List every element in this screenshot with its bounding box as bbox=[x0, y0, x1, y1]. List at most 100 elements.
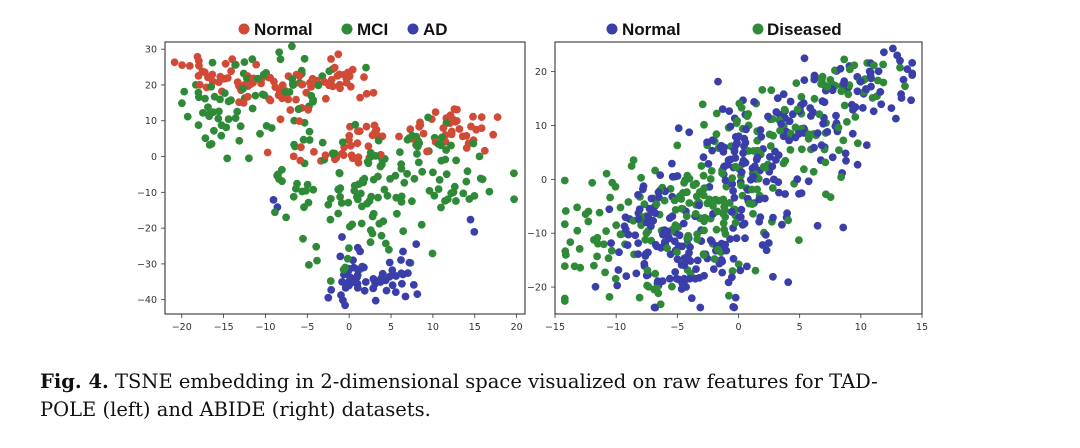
data-point-mci bbox=[452, 156, 460, 165]
data-point-normal bbox=[726, 235, 734, 243]
data-point-normal bbox=[800, 54, 809, 63]
data-point-mci bbox=[300, 54, 309, 63]
data-point-normal bbox=[338, 149, 347, 158]
data-point-diseased bbox=[663, 244, 672, 253]
caption-label: Fig. 4. bbox=[40, 370, 109, 393]
data-point-normal bbox=[679, 219, 688, 228]
y-tick-label: 10 bbox=[145, 116, 157, 127]
data-point-normal bbox=[738, 221, 747, 229]
data-point-mci bbox=[341, 263, 350, 272]
data-point-ad bbox=[269, 196, 278, 204]
data-point-normal bbox=[791, 133, 800, 142]
data-point-diseased bbox=[879, 78, 888, 87]
data-point-normal bbox=[781, 190, 789, 198]
data-point-normal bbox=[755, 195, 764, 204]
data-point-normal bbox=[634, 250, 642, 258]
data-point-diseased bbox=[749, 209, 757, 218]
data-point-normal bbox=[687, 294, 696, 303]
data-point-diseased bbox=[641, 235, 650, 244]
data-point-normal bbox=[659, 230, 667, 239]
data-point-normal bbox=[764, 112, 772, 121]
data-point-normal bbox=[614, 266, 623, 274]
data-point-mci bbox=[366, 238, 375, 247]
data-point-normal bbox=[728, 273, 736, 282]
legend-label-diseased: Diseased bbox=[767, 20, 842, 39]
data-point-ad bbox=[405, 258, 414, 267]
data-point-diseased bbox=[901, 82, 909, 91]
data-point-mci bbox=[290, 140, 298, 149]
data-point-ad bbox=[382, 286, 391, 295]
data-point-diseased bbox=[699, 215, 708, 224]
data-point-normal bbox=[321, 151, 330, 160]
data-point-diseased bbox=[734, 260, 743, 269]
data-point-normal bbox=[634, 191, 642, 199]
data-point-diseased bbox=[602, 169, 611, 178]
data-point-normal bbox=[666, 274, 674, 283]
data-point-mci bbox=[351, 120, 360, 129]
data-point-mci bbox=[305, 127, 314, 136]
data-point-mci bbox=[442, 170, 451, 179]
y-tick-label: −30 bbox=[137, 259, 157, 270]
data-point-diseased bbox=[699, 171, 708, 180]
data-point-normal bbox=[708, 146, 716, 155]
data-point-diseased bbox=[560, 176, 569, 185]
data-point-normal bbox=[788, 110, 797, 119]
data-point-diseased bbox=[680, 179, 688, 187]
data-point-mci bbox=[393, 209, 401, 218]
data-point-mci bbox=[276, 55, 285, 64]
data-point-normal bbox=[726, 122, 735, 131]
data-point-diseased bbox=[584, 217, 593, 226]
data-point-diseased bbox=[566, 238, 575, 247]
data-point-mci bbox=[194, 121, 203, 129]
data-point-mci bbox=[485, 187, 494, 196]
data-point-mci bbox=[309, 97, 317, 106]
data-point-diseased bbox=[677, 204, 686, 213]
legend-label-normal: Normal bbox=[622, 20, 681, 39]
data-point-normal bbox=[671, 268, 680, 276]
data-point-mci bbox=[326, 194, 335, 203]
data-point-normal bbox=[284, 95, 293, 104]
data-point-normal bbox=[709, 265, 718, 273]
data-point-diseased bbox=[721, 230, 730, 238]
data-point-diseased bbox=[677, 195, 686, 203]
data-point-normal bbox=[742, 125, 750, 134]
data-point-normal bbox=[718, 268, 727, 277]
data-point-mci bbox=[282, 213, 290, 222]
data-point-ad bbox=[388, 266, 397, 274]
data-point-normal bbox=[656, 243, 665, 252]
data-point-mci bbox=[452, 197, 460, 205]
data-point-normal bbox=[423, 147, 431, 156]
data-point-normal bbox=[785, 136, 793, 145]
data-point-mci bbox=[220, 89, 229, 97]
y-tick-label: 10 bbox=[535, 121, 547, 132]
data-point-mci bbox=[435, 176, 444, 184]
data-point-mci bbox=[462, 177, 471, 186]
data-point-ad bbox=[353, 271, 362, 279]
data-point-ad bbox=[398, 279, 406, 288]
data-point-normal bbox=[721, 176, 730, 185]
data-point-diseased bbox=[668, 282, 676, 291]
data-point-mci bbox=[210, 126, 218, 135]
data-point-normal bbox=[327, 75, 336, 84]
data-point-normal bbox=[632, 269, 641, 278]
data-point-normal bbox=[480, 146, 489, 155]
data-point-normal bbox=[660, 238, 669, 247]
data-point-diseased bbox=[697, 162, 706, 170]
data-point-mci bbox=[357, 219, 366, 228]
data-point-normal bbox=[848, 100, 856, 109]
data-point-normal bbox=[239, 99, 248, 107]
data-point-mci bbox=[294, 105, 303, 114]
data-point-mci bbox=[207, 82, 216, 91]
data-point-normal bbox=[278, 81, 287, 90]
data-point-normal bbox=[768, 162, 777, 171]
data-point-diseased bbox=[728, 267, 737, 275]
data-point-mci bbox=[326, 215, 335, 224]
data-point-mci bbox=[307, 91, 316, 100]
data-point-normal bbox=[725, 107, 734, 115]
data-point-normal bbox=[362, 89, 371, 98]
data-point-normal bbox=[762, 177, 771, 186]
data-point-ad bbox=[339, 296, 347, 305]
data-point-diseased bbox=[784, 216, 793, 225]
data-point-mci bbox=[425, 186, 434, 195]
data-point-diseased bbox=[733, 116, 741, 125]
